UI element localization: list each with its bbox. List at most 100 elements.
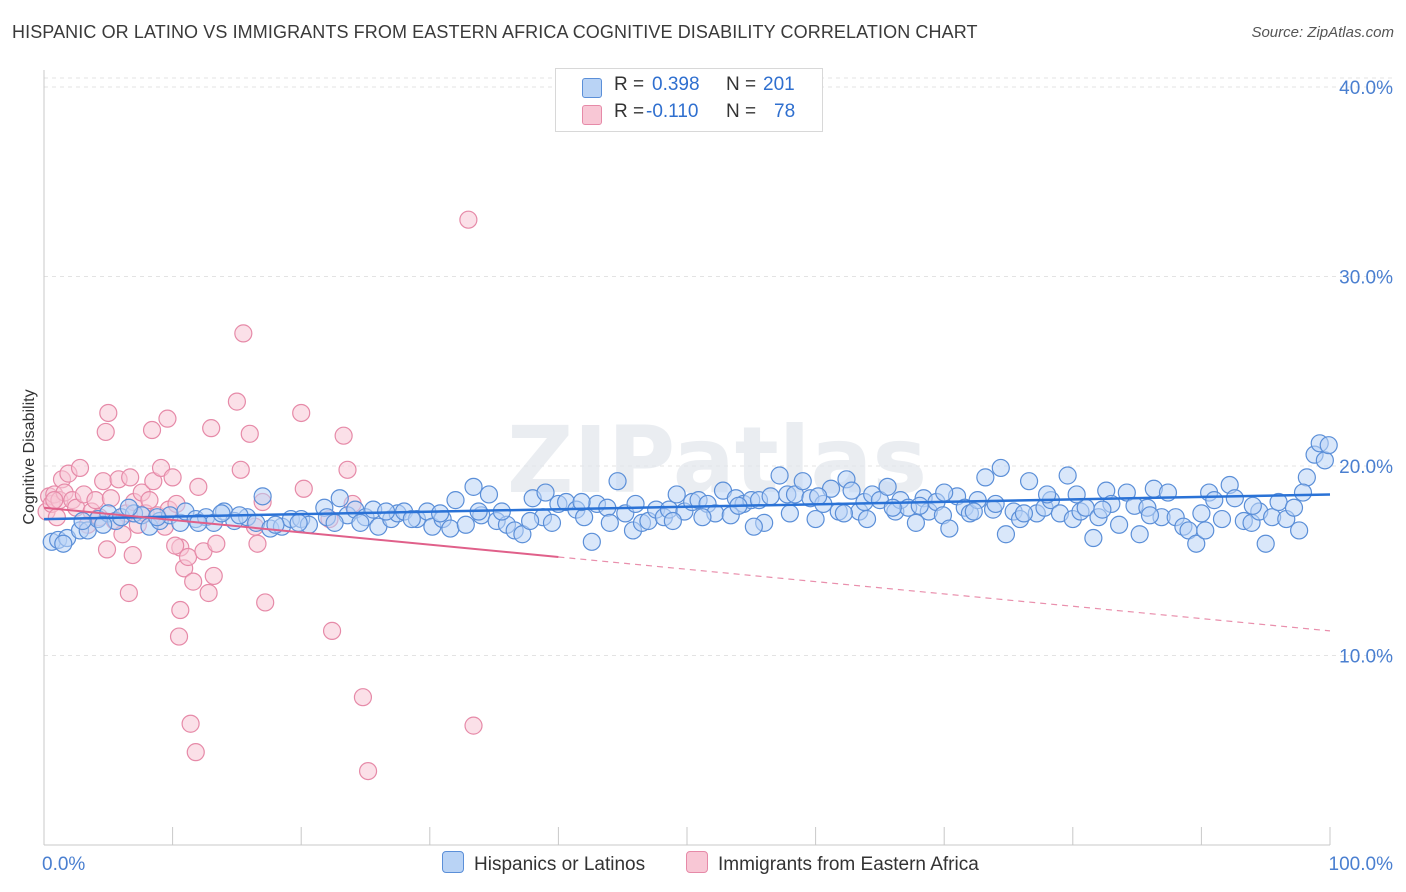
data-point-eastern-africa bbox=[322, 621, 342, 640]
data-point-hispanic bbox=[600, 513, 619, 532]
data-point-eastern-africa bbox=[181, 714, 200, 733]
data-point-eastern-africa bbox=[166, 536, 185, 555]
data-point-hispanic bbox=[119, 498, 138, 517]
data-point-hispanic bbox=[809, 487, 828, 506]
trend-line-eastern-africa-projection bbox=[558, 556, 1331, 632]
trend-line-hispanic bbox=[43, 493, 1331, 521]
data-point-hispanic bbox=[780, 504, 799, 523]
data-point-hispanic bbox=[663, 511, 682, 531]
data-point-eastern-africa bbox=[169, 627, 189, 646]
bottom-legend-label: Hispanics or Latinos bbox=[474, 854, 646, 875]
data-point-eastern-africa bbox=[140, 491, 159, 510]
data-point-hispanic bbox=[842, 481, 861, 500]
legend-r-value: 0.398 bbox=[652, 74, 700, 95]
y-tick-label: 40.0% bbox=[1339, 78, 1393, 99]
data-point-hispanic bbox=[1019, 472, 1039, 491]
data-point-hispanic bbox=[1140, 506, 1160, 525]
data-point-eastern-africa bbox=[86, 491, 105, 510]
data-point-hispanic bbox=[289, 513, 308, 532]
data-point-eastern-africa bbox=[338, 460, 357, 479]
data-point-hispanic bbox=[1084, 528, 1103, 548]
data-point-eastern-africa bbox=[353, 688, 373, 707]
data-point-eastern-africa bbox=[292, 403, 311, 423]
data-point-eastern-africa bbox=[70, 458, 90, 478]
data-point-eastern-africa bbox=[123, 545, 142, 565]
data-point-hispanic bbox=[964, 502, 983, 521]
data-point-hispanic bbox=[1196, 521, 1215, 540]
data-point-hispanic bbox=[402, 509, 421, 529]
data-point-hispanic bbox=[770, 466, 789, 485]
legend-n-value: 201 bbox=[763, 74, 795, 95]
x-tick-label-max: 100.0% bbox=[1329, 854, 1394, 875]
data-point-hispanic bbox=[1243, 496, 1262, 515]
data-point-hispanic bbox=[536, 483, 555, 502]
data-point-hispanic bbox=[430, 504, 450, 523]
source-credit: Source: ZipAtlas.com bbox=[1251, 24, 1394, 41]
data-point-hispanic bbox=[761, 487, 780, 506]
data-point-hispanic bbox=[744, 517, 763, 536]
data-point-hispanic bbox=[572, 492, 591, 512]
legend-n-value: 78 bbox=[774, 101, 796, 122]
data-point-hispanic bbox=[456, 515, 475, 534]
legend-n-label: N = bbox=[726, 101, 757, 122]
data-point-eastern-africa bbox=[184, 572, 203, 591]
data-point-hispanic bbox=[1297, 468, 1316, 487]
axes bbox=[43, 70, 1331, 846]
data-point-hispanic bbox=[446, 491, 465, 510]
data-point-hispanic bbox=[693, 508, 712, 527]
data-point-eastern-africa bbox=[189, 477, 208, 496]
data-point-hispanic bbox=[1319, 436, 1338, 455]
data-point-eastern-africa bbox=[202, 419, 221, 438]
data-point-eastern-africa bbox=[45, 491, 64, 510]
data-point-eastern-africa bbox=[234, 324, 253, 343]
data-point-eastern-africa bbox=[96, 422, 115, 442]
data-point-hispanic bbox=[857, 509, 877, 529]
data-point-hispanic bbox=[73, 511, 92, 531]
data-point-eastern-africa bbox=[171, 600, 190, 620]
data-point-eastern-africa bbox=[231, 460, 250, 479]
data-point-hispanic bbox=[1225, 489, 1244, 508]
correlation-legend: R = 0.398 N = 201 R = -0.110 N = 78 bbox=[555, 68, 823, 132]
data-point-eastern-africa bbox=[121, 468, 140, 487]
legend-row-hispanics: R = 0.398 N = 201 bbox=[556, 74, 822, 100]
data-point-hispanic bbox=[479, 485, 499, 504]
data-point-hispanic bbox=[521, 511, 540, 531]
data-point-hispanic bbox=[1293, 483, 1313, 502]
trend-lines bbox=[43, 493, 1331, 632]
data-point-hispanic bbox=[991, 458, 1010, 478]
data-point-eastern-africa bbox=[334, 426, 353, 445]
data-point-eastern-africa bbox=[199, 583, 218, 603]
data-point-hispanic bbox=[793, 472, 812, 491]
data-point-eastern-africa bbox=[256, 593, 275, 612]
data-point-hispanic bbox=[834, 504, 853, 523]
data-point-hispanic bbox=[1256, 534, 1275, 553]
legend-r-label: R = bbox=[614, 101, 645, 122]
data-point-eastern-africa bbox=[97, 540, 117, 559]
bottom-legend-swatch-blue bbox=[442, 851, 464, 873]
data-point-hispanic bbox=[582, 532, 601, 551]
legend-swatch-pink bbox=[582, 105, 602, 125]
legend-row-eastern-africa: R = -0.110 N = 78 bbox=[556, 101, 822, 127]
data-point-hispanic bbox=[976, 468, 995, 487]
data-point-eastern-africa bbox=[99, 403, 118, 423]
data-point-hispanic bbox=[1315, 451, 1334, 470]
trend-line-eastern-africa bbox=[43, 506, 559, 558]
data-point-hispanic bbox=[1058, 466, 1077, 485]
data-point-eastern-africa bbox=[94, 472, 113, 491]
series-immigrants-eastern-africa bbox=[37, 210, 483, 781]
data-point-eastern-africa bbox=[240, 424, 259, 443]
bottom-legend-eastern-africa: Immigrants from Eastern Africa bbox=[686, 851, 979, 876]
data-point-hispanic bbox=[253, 487, 272, 506]
data-point-hispanic bbox=[878, 477, 897, 496]
data-point-hispanic bbox=[608, 472, 627, 491]
bottom-legend-hispanics: Hispanics or Latinos bbox=[442, 851, 645, 876]
legend-swatch-blue bbox=[582, 78, 602, 98]
data-point-hispanic bbox=[212, 504, 231, 523]
data-point-hispanic bbox=[806, 509, 825, 529]
y-tick-label: 20.0% bbox=[1339, 457, 1393, 478]
y-axis-label: Cognitive Disability bbox=[21, 389, 38, 524]
data-point-hispanic bbox=[575, 508, 594, 527]
y-tick-label: 30.0% bbox=[1339, 268, 1393, 289]
data-point-eastern-africa bbox=[186, 743, 205, 762]
data-point-eastern-africa bbox=[47, 508, 66, 527]
